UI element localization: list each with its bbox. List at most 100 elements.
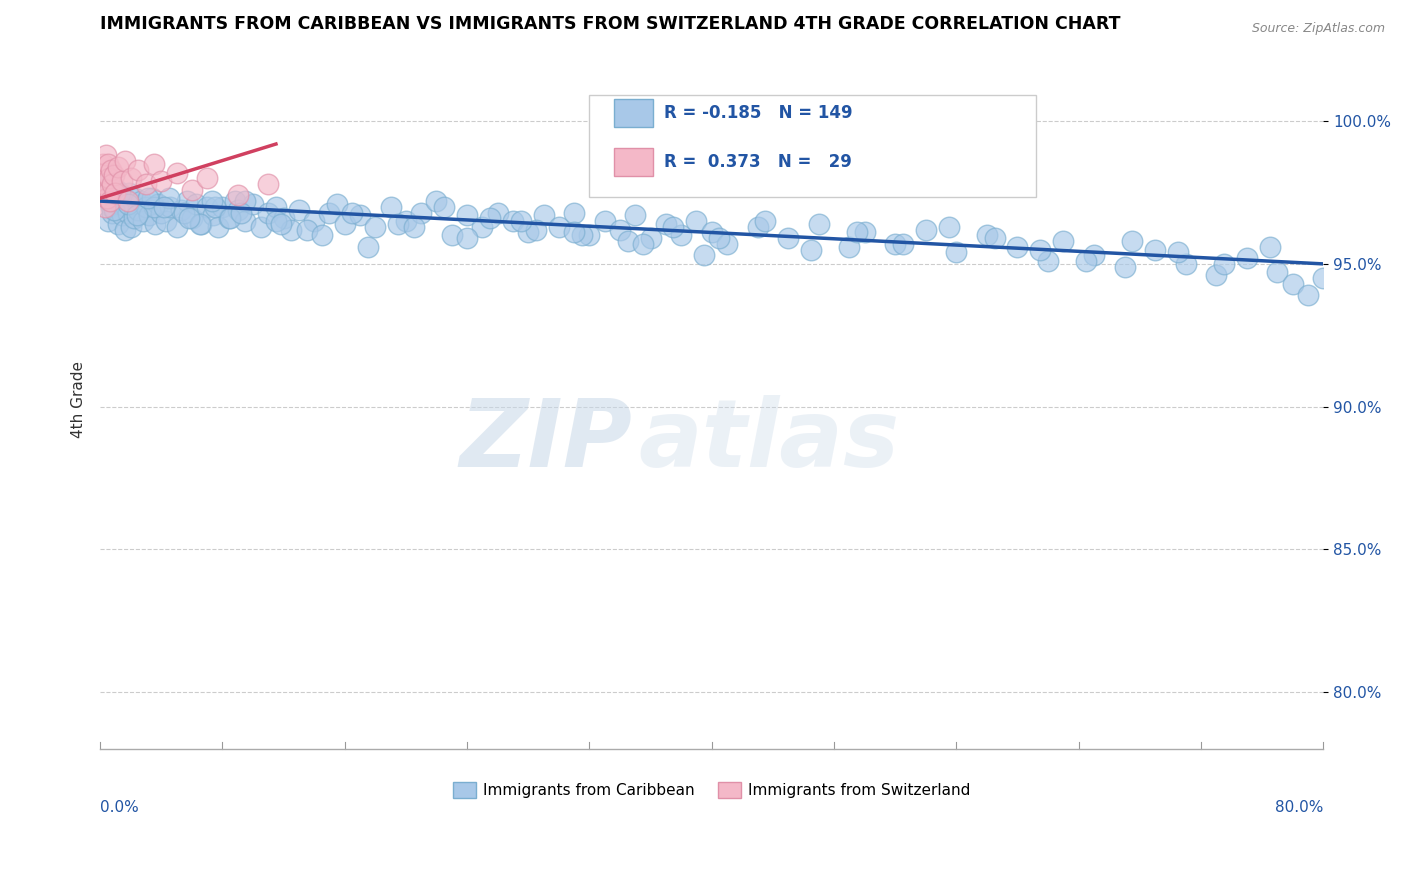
Point bbox=[524, 222, 547, 236]
Point bbox=[219, 211, 242, 226]
Point bbox=[264, 200, 287, 214]
Point bbox=[562, 205, 585, 219]
Point bbox=[547, 219, 569, 234]
Point bbox=[202, 208, 225, 222]
Point bbox=[201, 194, 224, 208]
Point bbox=[754, 214, 776, 228]
Point bbox=[747, 219, 769, 234]
Point bbox=[264, 214, 287, 228]
Point bbox=[571, 228, 593, 243]
Point bbox=[440, 228, 463, 243]
Point bbox=[456, 231, 478, 245]
Point bbox=[132, 214, 155, 228]
Point bbox=[280, 222, 302, 236]
Point bbox=[800, 243, 823, 257]
FancyBboxPatch shape bbox=[589, 95, 1036, 196]
Point bbox=[148, 197, 170, 211]
Point bbox=[945, 245, 967, 260]
Point bbox=[141, 191, 163, 205]
Point bbox=[218, 211, 240, 226]
Point bbox=[120, 219, 142, 234]
Point bbox=[1076, 254, 1098, 268]
Point bbox=[120, 171, 142, 186]
Text: R = -0.185   N = 149: R = -0.185 N = 149 bbox=[664, 103, 852, 122]
Point bbox=[616, 234, 638, 248]
Point bbox=[117, 197, 139, 211]
Point bbox=[502, 214, 524, 228]
Point bbox=[93, 177, 115, 191]
Point bbox=[288, 202, 311, 217]
Point bbox=[110, 208, 132, 222]
Point bbox=[91, 186, 114, 200]
Point bbox=[357, 240, 380, 254]
Point bbox=[103, 191, 125, 205]
Point bbox=[96, 148, 118, 162]
Point bbox=[224, 194, 246, 208]
Point bbox=[150, 205, 173, 219]
Point bbox=[693, 248, 716, 262]
Text: 0.0%: 0.0% bbox=[100, 800, 139, 815]
Point bbox=[242, 197, 264, 211]
Point bbox=[229, 205, 252, 219]
Point bbox=[1281, 277, 1303, 291]
Point bbox=[107, 217, 129, 231]
Point bbox=[1121, 234, 1143, 248]
Point bbox=[96, 177, 118, 191]
Point bbox=[188, 217, 211, 231]
Point bbox=[270, 217, 292, 231]
Point bbox=[104, 186, 127, 200]
Point bbox=[624, 208, 647, 222]
Point bbox=[364, 219, 387, 234]
Point bbox=[186, 197, 208, 211]
Point bbox=[157, 191, 180, 205]
Point bbox=[884, 236, 907, 251]
Point bbox=[578, 228, 600, 243]
Point bbox=[983, 231, 1005, 245]
Point bbox=[295, 222, 318, 236]
Point bbox=[411, 205, 433, 219]
Point bbox=[91, 186, 114, 200]
Point bbox=[326, 197, 349, 211]
Point bbox=[609, 222, 631, 236]
Point bbox=[257, 205, 280, 219]
Point bbox=[709, 231, 731, 245]
Point bbox=[302, 214, 325, 228]
Text: R =  0.373   N =   29: R = 0.373 N = 29 bbox=[664, 153, 852, 170]
Point bbox=[114, 222, 136, 236]
Point bbox=[142, 157, 165, 171]
Point bbox=[127, 162, 149, 177]
Point bbox=[142, 200, 165, 214]
Point bbox=[226, 188, 249, 202]
Text: 80.0%: 80.0% bbox=[1275, 800, 1323, 815]
Point bbox=[593, 214, 616, 228]
Point bbox=[471, 219, 494, 234]
Point bbox=[180, 211, 202, 226]
Point bbox=[108, 197, 131, 211]
Point bbox=[1029, 243, 1052, 257]
Text: ZIP: ZIP bbox=[460, 395, 633, 487]
Point bbox=[101, 205, 124, 219]
Text: IMMIGRANTS FROM CARIBBEAN VS IMMIGRANTS FROM SWITZERLAND 4TH GRADE CORRELATION C: IMMIGRANTS FROM CARIBBEAN VS IMMIGRANTS … bbox=[100, 15, 1121, 33]
Point bbox=[838, 240, 860, 254]
Point bbox=[143, 217, 166, 231]
Point bbox=[778, 231, 800, 245]
Point bbox=[1036, 254, 1059, 268]
Point bbox=[1296, 288, 1319, 302]
Point bbox=[136, 191, 159, 205]
Point bbox=[333, 217, 356, 231]
Point bbox=[273, 211, 295, 226]
Point bbox=[122, 211, 145, 226]
Point bbox=[96, 191, 118, 205]
Point bbox=[1258, 240, 1281, 254]
Point bbox=[853, 226, 876, 240]
Point bbox=[235, 194, 257, 208]
Point bbox=[318, 205, 340, 219]
Point bbox=[180, 183, 202, 197]
Point bbox=[195, 171, 218, 186]
Point bbox=[395, 214, 418, 228]
Point bbox=[211, 200, 233, 214]
Point bbox=[257, 177, 280, 191]
Point bbox=[655, 217, 678, 231]
Point bbox=[117, 194, 139, 208]
Point bbox=[562, 226, 585, 240]
